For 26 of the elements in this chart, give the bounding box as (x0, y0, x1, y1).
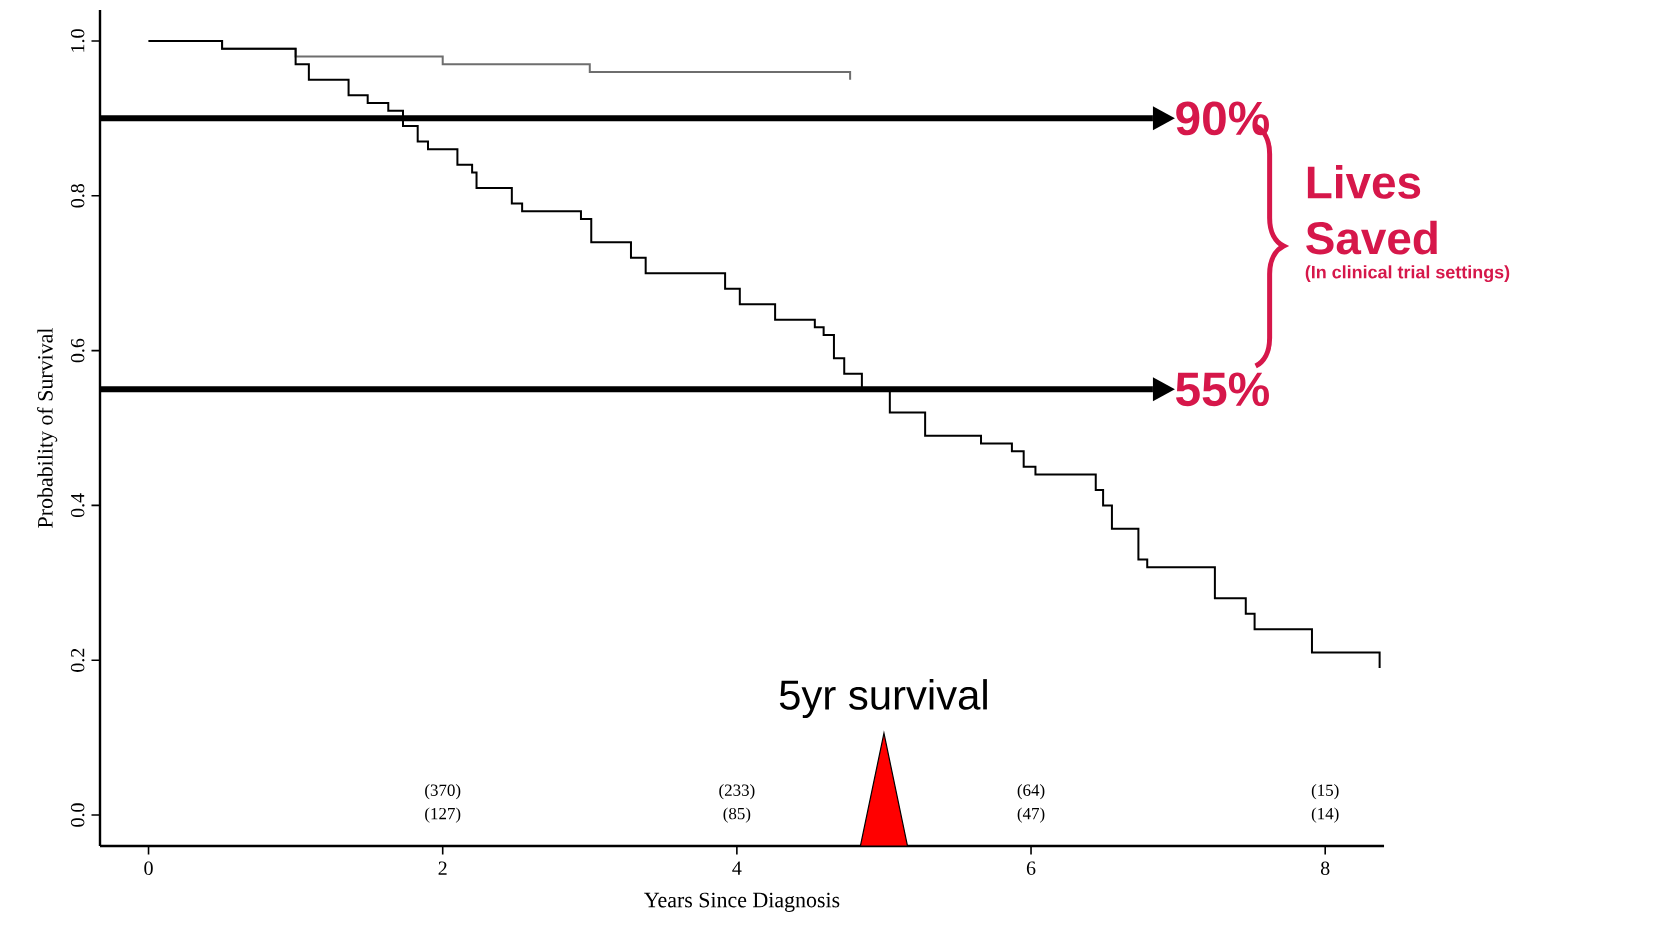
annotation: (14) (1311, 807, 1339, 823)
annotation: Lives Saved (1306, 165, 1437, 255)
y-axis-title: Probability of Survival (37, 327, 58, 528)
y-tick-label: 0.6 (70, 338, 85, 363)
y-tick-label: 1.0 (70, 29, 85, 52)
y-tick-label: 0.4 (70, 493, 85, 518)
annotation: (In clinical trial settings) (1305, 265, 1510, 283)
x-tick-label: 8 (1320, 861, 1330, 875)
annotation: 5yr survival (779, 679, 987, 719)
y-tick-label: 0.0 (70, 803, 85, 827)
ref-line-label: 55% (1176, 372, 1269, 407)
x-axis-title: Years Since Diagnosis (644, 892, 840, 912)
annotation: (47) (1017, 807, 1045, 823)
x-tick-label: 2 (438, 861, 447, 875)
annotation: (85) (723, 807, 751, 823)
annotation: (370) (425, 783, 461, 800)
y-tick-label: 0.2 (70, 648, 85, 672)
annotation: (127) (425, 807, 461, 823)
ref-line-label: 90% (1176, 101, 1269, 136)
x-tick-label: 6 (1026, 861, 1036, 875)
x-tick-label: 0 (144, 861, 153, 875)
annotation: (233) (719, 783, 755, 800)
y-tick-label: 0.8 (70, 184, 85, 208)
x-tick-label: 4 (732, 861, 742, 875)
annotation: (15) (1311, 783, 1339, 800)
annotation: (64) (1017, 783, 1045, 800)
